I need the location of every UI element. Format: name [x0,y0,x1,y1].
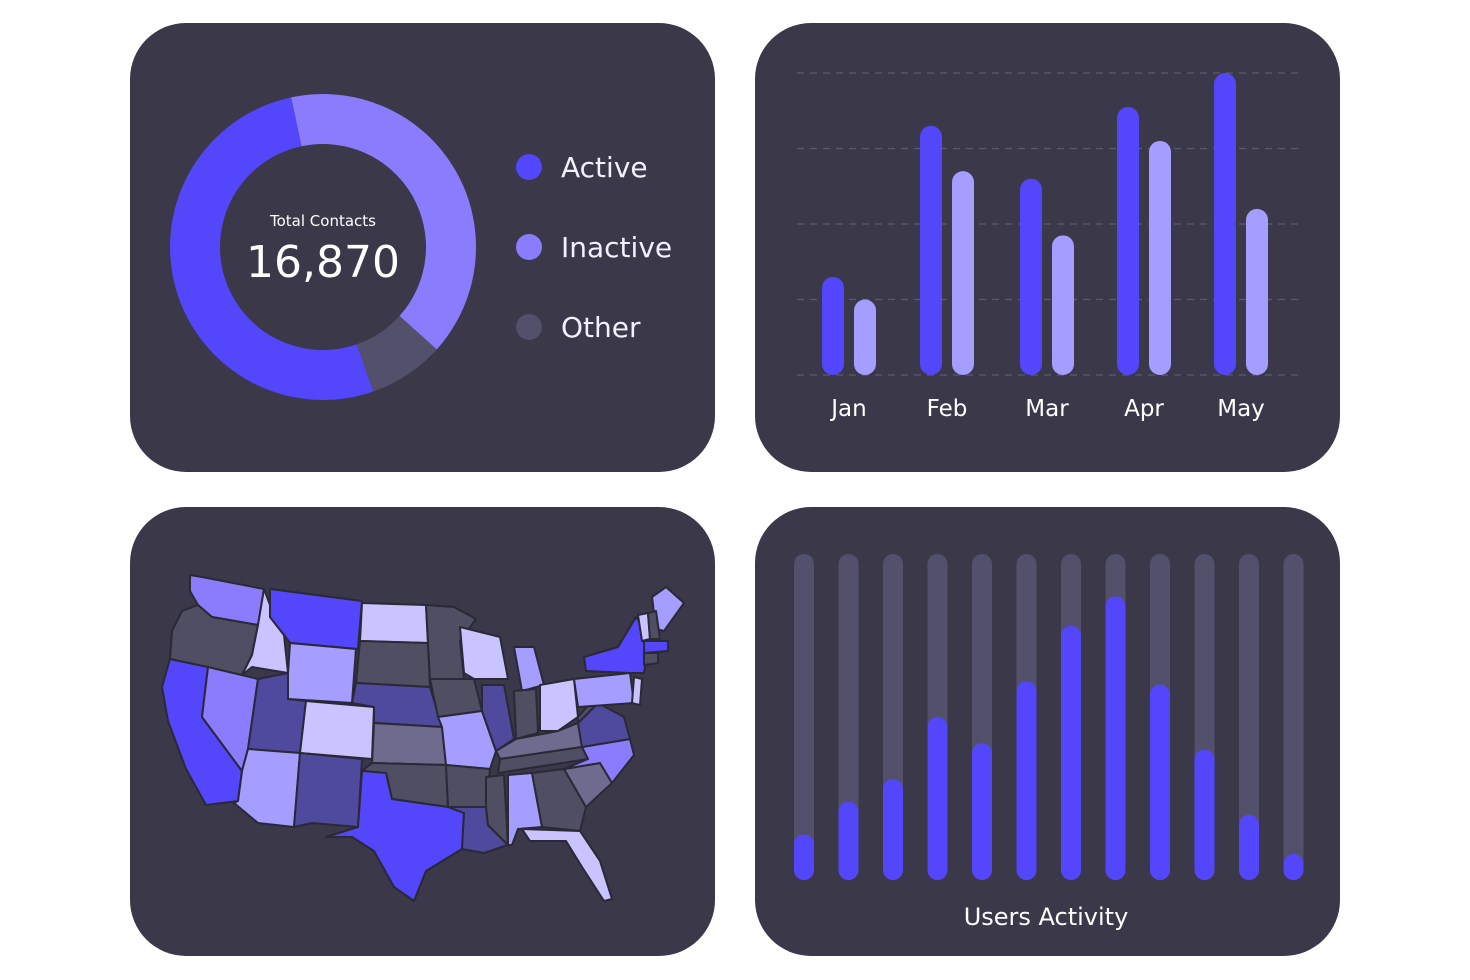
contacts-donut-chart: Total Contacts 16,870 [169,94,477,401]
x-tick-label-apr: Apr [1124,396,1164,422]
activity-bar [883,778,903,880]
donut-slice-other [356,315,437,392]
bar-mar-series-2 [1052,235,1074,375]
legend-dot-inactive [516,234,542,260]
activity-track [794,554,814,880]
state-connecticut[interactable] [643,652,659,666]
contacts-donut-card: Total Contacts 16,870 Active Inactive Ot… [130,23,715,472]
activity-track [1239,554,1259,880]
bar-feb-series-1 [920,125,942,375]
state-arkansas[interactable] [445,764,491,808]
users-activity-card: Users Activity [755,507,1340,956]
state-new-hampshire[interactable] [647,610,661,640]
activity-bar [838,801,859,880]
bar-jan-series-1 [822,276,844,375]
activity-bar [1194,749,1215,880]
legend-label-active: Active [561,150,648,184]
state-massachusetts[interactable] [643,640,669,654]
x-tick-label-may: May [1217,396,1265,422]
bar-mar-series-1 [1020,178,1042,375]
us-map [161,574,685,902]
legend-dot-other [516,314,542,340]
bar-jan-series-2 [854,299,876,375]
state-arizona[interactable] [233,748,301,828]
state-mississippi[interactable] [485,774,509,846]
x-tick-label-mar: Mar [1025,396,1069,422]
state-new-mexico[interactable] [293,752,363,828]
state-wisconsin[interactable] [459,626,509,680]
x-tick-label-feb: Feb [927,396,968,422]
state-indiana[interactable] [513,688,539,740]
us-map-states [161,574,685,902]
monthly-bar-chart: Jan Feb Mar Apr May [797,72,1298,422]
bar-feb-series-2 [952,171,974,375]
state-ohio[interactable] [539,678,579,732]
state-north-carolina[interactable] [563,738,635,784]
legend-label-inactive: Inactive [561,230,673,264]
legend-dot-active [516,154,542,180]
activity-bar [1105,596,1126,880]
state-texas[interactable] [325,770,465,902]
activity-bar [927,717,948,880]
legend-item-other: Other [516,307,641,347]
state-south-dakota[interactable] [355,640,431,688]
activity-bar [1016,681,1037,880]
legend-item-inactive: Inactive [516,227,672,267]
users-activity-chart: Users Activity [794,554,1304,931]
x-tick-label-jan: Jan [829,396,866,422]
donut-slice-inactive [291,94,477,350]
bar-may-series-1 [1214,73,1236,375]
state-wyoming[interactable] [287,642,357,704]
activity-bar [1061,625,1081,880]
donut-total-label: Total Contacts [269,212,376,230]
activity-bar [1283,853,1304,880]
legend-item-active: Active [516,147,648,187]
bar-apr-series-2 [1149,140,1171,375]
legend-label-other: Other [561,310,641,344]
state-colorado[interactable] [299,700,375,760]
state-pennsylvania[interactable] [573,672,635,708]
activity-bar [794,834,814,880]
donut-slice-active [169,97,374,401]
state-new-jersey[interactable] [631,676,643,706]
state-kansas[interactable] [371,722,447,766]
activity-track [838,554,859,880]
state-florida[interactable] [521,828,613,902]
bar-apr-series-1 [1117,106,1139,375]
activity-track [1283,554,1304,880]
activity-bar [1150,684,1170,880]
state-north-dakota[interactable] [359,602,429,644]
activity-title: Users Activity [964,903,1129,931]
us-map-card [130,507,715,956]
activity-bar [972,743,992,880]
activity-bar [1239,814,1259,880]
bar-may-series-2 [1246,208,1268,375]
monthly-bars-card: Jan Feb Mar Apr May [755,23,1340,472]
donut-total-value: 16,870 [246,237,400,288]
